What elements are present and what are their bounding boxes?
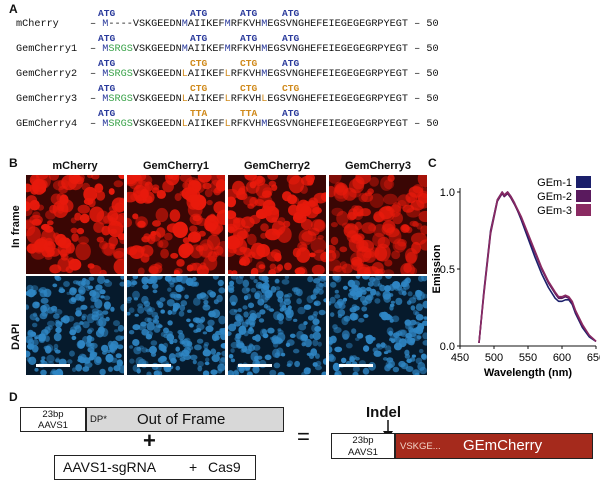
codon-row-4: ATG [98, 83, 116, 94]
out-of-frame-label: Out of Frame [137, 411, 226, 428]
codon-atg: ATG [282, 8, 300, 19]
series-line-gem-3 [478, 191, 597, 343]
image-tile-in-frame-gemcherry3 [329, 175, 427, 274]
codon-row-1: ATG [98, 8, 115, 19]
col-label-gemcherry3: GemCherry3 [344, 160, 412, 172]
legend-label: GEm-3 [537, 205, 572, 217]
aavs1-box-right: 23bp AAVS1 [331, 433, 395, 459]
codon-row-4d: CTG [282, 83, 300, 94]
panel-letter-c: C [428, 156, 437, 170]
emission-chart: 450 500 550 600 650 0.0 0.5 1.0 Wavelength (nm) E… [431, 176, 600, 379]
gemcherry-label: GEmCherry [463, 437, 543, 454]
scale-bar [137, 364, 171, 367]
col-label-gemcherry1: GemCherry1 [142, 160, 210, 172]
seq-row-gemcherry3: GemCherry3– MSRGSVSKGEEDNLAIIKEFLRFKVHLE… [16, 94, 439, 105]
image-tile-dapi-mcherry [26, 276, 124, 375]
x-tick-label: 600 [553, 352, 571, 364]
codon-atg: ATG [98, 8, 116, 19]
indel-label: Indel [366, 404, 402, 421]
col-label-mcherry: mCherry [52, 160, 98, 172]
codon-row-4c: CTG [240, 83, 258, 94]
row-label-in-frame: In frame [10, 205, 22, 248]
y-axis-label: Emission [431, 244, 443, 293]
x-tick-label: 500 [485, 352, 503, 364]
legend-swatch [576, 190, 591, 202]
x-axis-label: Wavelength (nm) [484, 367, 573, 379]
codon-row-1c: ATG [240, 8, 257, 19]
chart-axes: 450 500 550 600 650 0.0 0.5 1.0 Wavelength (nm) E… [431, 187, 600, 379]
codon-row-1d: ATG [282, 8, 299, 19]
seq-row-mcherry: mCherry – M----VSKGEEDNMAIIKEFMRFKVHMEGSV… [16, 19, 439, 30]
codon-row-2b: ATG [190, 33, 208, 44]
seq-row-gemcherry1: GemCherry1– MSRGSVSKGEEDNMAIIKEFMRFKVHME… [16, 44, 439, 55]
legend-swatch [576, 204, 591, 216]
image-tile-dapi-gemcherry2 [228, 276, 326, 375]
codon-row-2d: ATG [282, 33, 300, 44]
legend-swatch [576, 176, 591, 188]
sgrna-cas9-box: AAVS1-sgRNA + Cas9 [54, 455, 256, 480]
scale-bar [238, 364, 272, 367]
panel-letter-b: B [9, 156, 18, 170]
vskge-label: VSKGE... [400, 441, 441, 452]
equals-sign: = [297, 424, 310, 449]
aavs1-top-label: 23bp [42, 409, 64, 420]
codon-row-5b: TTA [190, 108, 208, 119]
out-of-frame-box: DP* Out of Frame [86, 407, 284, 432]
col-label-gemcherry2: GemCherry2 [243, 160, 311, 172]
plus-sign-2: + [189, 459, 198, 475]
cas9-label: Cas9 [208, 459, 241, 475]
codon-row-2c: ATG [240, 33, 258, 44]
image-tile-in-frame-mcherry [26, 175, 124, 274]
image-tile-in-frame-gemcherry2 [228, 175, 326, 274]
codon-row-5c: TTA [240, 108, 258, 119]
gemcherry-box: VSKGE... GEmCherry [395, 433, 593, 459]
seq-row-gemcherry4: GEmCherry4– MSRGSVSKGEEDNLAIIKEFLRFKVHME… [16, 119, 439, 130]
plus-sign: + [143, 428, 156, 453]
image-tile-in-frame-gemcherry1 [127, 175, 225, 274]
panel-letter-a: A [9, 2, 18, 16]
scale-bar [339, 364, 373, 367]
codon-row-1b: ATG [190, 8, 207, 19]
y-tick-label: 0.5 [440, 264, 455, 276]
x-tick-label: 450 [451, 352, 469, 364]
legend-label: GEm-2 [537, 191, 572, 203]
codon-atg: ATG [190, 8, 208, 19]
scale-bar [36, 364, 70, 367]
row-label-dapi: DAPI [10, 323, 22, 350]
aavs1-bottom-label-right: AAVS1 [348, 447, 378, 458]
seq-row-gemcherry2: GemCherry2– MSRGSVSKGEEDNLAIIKEFLRFKVHME… [16, 69, 439, 80]
image-tile-dapi-gemcherry3 [329, 276, 427, 375]
x-tick-label: 550 [519, 352, 537, 364]
y-tick-label: 0.0 [440, 341, 455, 353]
y-tick-label: 1.0 [440, 187, 455, 199]
codon-row-3b: CTG [190, 58, 208, 69]
panel-letter-d: D [9, 390, 18, 404]
aavs1-bottom-label: AAVS1 [38, 420, 68, 431]
codon-row-3c: CTG [240, 58, 258, 69]
codon-row-3: ATG [98, 58, 116, 69]
chart-lines [478, 191, 597, 343]
aavs1-box-left: 23bp AAVS1 [20, 407, 86, 432]
sgrna-label: AAVS1-sgRNA [63, 459, 157, 475]
codon-row-5: ATG [98, 108, 116, 119]
image-tile-dapi-gemcherry1 [127, 276, 225, 375]
codon-row-2: ATG [98, 33, 116, 44]
codon-row-4b: CTG [190, 83, 208, 94]
codon-atg: ATG [240, 8, 258, 19]
aavs1-top-label-right: 23bp [352, 435, 374, 446]
codon-row-3d: ATG [282, 58, 300, 69]
legend-label: GEm-1 [537, 177, 572, 189]
dp-label: DP* [90, 414, 107, 425]
chart-legend: GEm-1 GEm-2 GEm-3 [537, 176, 591, 217]
codon-row-5d: ATG [282, 108, 300, 119]
x-tick-label: 650 [587, 352, 600, 364]
